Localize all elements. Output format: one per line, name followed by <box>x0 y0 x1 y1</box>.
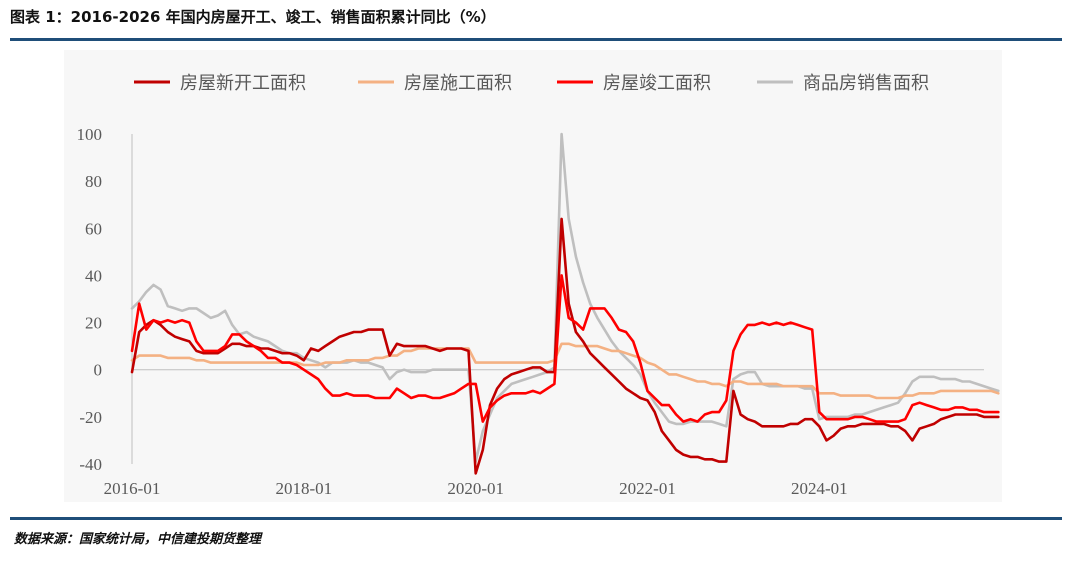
bottom-rule <box>10 517 1062 520</box>
y-tick-label: -20 <box>79 408 102 427</box>
y-tick-label: 100 <box>77 125 103 144</box>
legend-label-1: 房屋施工面积 <box>404 73 512 94</box>
series-layer <box>130 132 1000 475</box>
y-tick-label: -40 <box>79 455 102 474</box>
y-tick-label: 60 <box>85 219 102 238</box>
legend-label-0: 房屋新开工面积 <box>180 73 306 94</box>
series-line-1 <box>130 342 1000 400</box>
y-tick-label: 80 <box>85 172 102 191</box>
legend-label-2: 房屋竣工面积 <box>603 73 711 94</box>
series-line-0 <box>130 217 1000 475</box>
x-tick-label: 2022-01 <box>619 479 676 498</box>
legend: 房屋新开工面积 房屋施工面积 房屋竣工面积 商品房销售面积 <box>134 73 929 94</box>
series-line-3 <box>130 132 1000 463</box>
x-tick-label: 2024-01 <box>791 479 848 498</box>
series-line-2 <box>130 274 1000 423</box>
top-rule <box>10 38 1062 41</box>
y-tick-label: 20 <box>85 314 102 333</box>
y-tick-label: 0 <box>94 361 103 380</box>
x-tick-label: 2016-01 <box>104 479 161 498</box>
legend-label-3: 商品房销售面积 <box>803 73 929 94</box>
source-note: 数据来源：国家统计局，中信建投期货整理 <box>14 532 262 547</box>
x-tick-label: 2018-01 <box>275 479 332 498</box>
x-tick-label: 2020-01 <box>447 479 504 498</box>
y-tick-label: 40 <box>85 266 102 285</box>
figure-title: 图表 1：2016-2026 年国内房屋开工、竣工、销售面积累计同比（%） <box>10 8 496 26</box>
